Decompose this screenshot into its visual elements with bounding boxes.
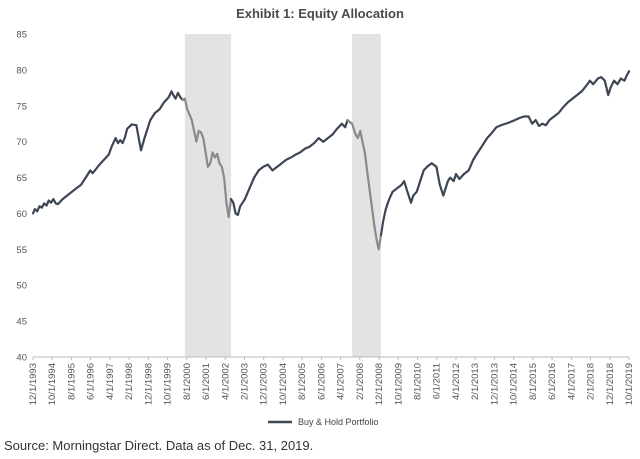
x-tick-label: 2/1/2013 (470, 363, 481, 400)
x-tick-label: 8/1/2005 (297, 363, 308, 400)
x-tick-label: 10/1/2014 (509, 363, 520, 405)
x-tick-label: 4/1/2012 (451, 363, 462, 400)
x-tick-label: 8/1/2010 (413, 363, 424, 400)
series-line-segment-5 (379, 70, 631, 237)
x-tick-label: 2/1/2018 (586, 363, 597, 400)
x-tick-label: 10/1/2019 (624, 363, 635, 405)
x-tick-label: 12/1/2018 (605, 363, 616, 405)
x-tick-label: 10/1/1994 (47, 363, 58, 405)
axes: 40 45 50 55 60 65 70 75 80 85 12/1/1993 10/1/1994 8/… (16, 30, 635, 406)
x-tick-label: 2/1/2008 (355, 363, 366, 400)
x-tick-label: 12/1/1993 (28, 363, 39, 405)
x-tick-label: 6/1/2001 (201, 363, 212, 400)
y-tick-label: 75 (16, 101, 27, 112)
series-line-segment-1 (31, 90, 184, 215)
y-tick-label: 60 (16, 209, 27, 220)
chart-title: Exhibit 1: Equity Allocation (236, 6, 404, 21)
shaded-region-1 (184, 34, 232, 357)
y-tick-label: 70 (16, 137, 27, 148)
x-tick-label: 2/1/1998 (124, 363, 135, 400)
source-note: Source: Morningstar Direct. Data as of D… (4, 438, 314, 453)
y-tick-label: 80 (16, 65, 27, 76)
series-line-segment-2 (181, 97, 233, 219)
x-tick-label: 12/1/2008 (374, 363, 385, 405)
series-lines (31, 70, 631, 251)
series-line-segment-4 (346, 119, 383, 251)
shaded-region-2 (352, 34, 381, 357)
y-tick-label: 85 (16, 30, 27, 41)
x-tick-label: 10/1/2009 (393, 363, 404, 405)
y-tick-label: 65 (16, 173, 27, 184)
x-tick-label: 2/1/2003 (239, 363, 250, 400)
x-tick-label: 4/1/2007 (336, 363, 347, 400)
x-tick-label: 12/1/2003 (259, 363, 270, 405)
x-tick-label: 10/1/2004 (278, 363, 289, 405)
y-tick-label: 50 (16, 281, 27, 292)
x-tick-label: 8/1/2015 (528, 363, 539, 400)
series-line-segment-3 (229, 119, 349, 216)
x-tick-label: 6/1/2011 (432, 363, 443, 399)
x-tick-label: 4/1/1997 (105, 363, 116, 400)
legend-label: Buy & Hold Portfolio (298, 417, 379, 427)
x-tick-label: 8/1/2000 (182, 363, 193, 400)
y-tick-label: 45 (16, 317, 27, 328)
x-tick-label: 4/1/2002 (220, 363, 231, 400)
x-tick-label: 4/1/2017 (566, 363, 577, 400)
x-tick-label: 6/1/1996 (86, 363, 97, 400)
y-tick-label: 55 (16, 245, 27, 256)
x-tick-label: 6/1/2016 (547, 363, 558, 400)
shaded-regions (184, 34, 381, 357)
x-tick-label: 12/1/2013 (489, 363, 500, 405)
legend: Buy & Hold Portfolio (268, 417, 379, 427)
x-tick-label: 12/1/1998 (143, 363, 154, 405)
x-tick-label: 10/1/1999 (163, 363, 174, 405)
x-tick-label: 6/1/2006 (316, 363, 327, 400)
x-tick-label: 8/1/1995 (66, 363, 77, 400)
y-tick-label: 40 (16, 353, 27, 364)
